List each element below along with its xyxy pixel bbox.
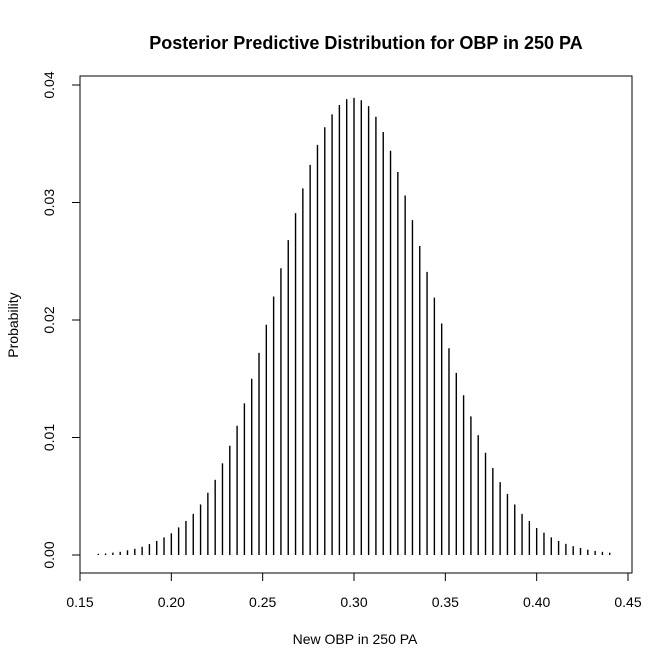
y-axis-label: Probability xyxy=(5,292,21,357)
x-tick-label-2: 0.25 xyxy=(249,594,276,610)
x-tick-label-0: 0.15 xyxy=(66,594,93,610)
bar-series xyxy=(97,97,611,555)
x-tick-label-5: 0.40 xyxy=(523,594,550,610)
x-tick-label-6: 0.45 xyxy=(614,594,641,610)
x-tick-label-3: 0.30 xyxy=(340,594,367,610)
x-axis-label: New OBP in 250 PA xyxy=(293,631,418,647)
y-tick-label-1: 0.01 xyxy=(41,424,57,451)
y-tick-label-3: 0.03 xyxy=(41,189,57,216)
y-axis: 0.00 0.01 0.02 0.03 0.04 xyxy=(41,71,81,569)
chart-title: Posterior Predictive Distribution for OB… xyxy=(149,33,582,53)
x-tick-label-1: 0.20 xyxy=(158,594,185,610)
y-tick-label-2: 0.02 xyxy=(41,306,57,333)
x-tick-label-4: 0.35 xyxy=(432,594,459,610)
plot-frame xyxy=(79,75,633,574)
y-tick-label-0: 0.00 xyxy=(41,541,57,568)
y-tick-label-4: 0.04 xyxy=(41,71,57,98)
x-axis: 0.15 0.20 0.25 0.30 0.35 0.40 0.45 xyxy=(66,572,642,610)
